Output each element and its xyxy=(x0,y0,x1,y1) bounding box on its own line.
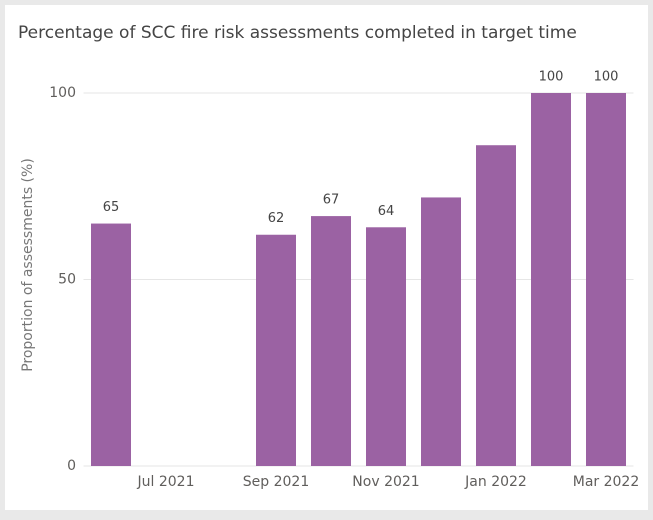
y-tick-label: 50 xyxy=(58,272,76,288)
bar xyxy=(586,93,626,466)
y-axis-label: Proportion of assessments (%) xyxy=(20,158,36,372)
value-label: 67 xyxy=(323,193,340,208)
value-label: 62 xyxy=(268,211,285,226)
chart-title: Percentage of SCC fire risk assessments … xyxy=(18,23,577,43)
x-tick-label: Mar 2022 xyxy=(573,474,640,490)
y-tick-label: 100 xyxy=(49,85,76,101)
bar xyxy=(531,93,571,466)
bar xyxy=(256,234,296,466)
bar xyxy=(311,216,351,466)
x-tick-label: Jan 2022 xyxy=(464,474,527,490)
bar xyxy=(91,223,131,466)
y-tick-label: 0 xyxy=(67,458,76,474)
value-label: 100 xyxy=(539,70,564,85)
value-label: 65 xyxy=(103,200,120,215)
value-label: 64 xyxy=(378,204,395,219)
bar xyxy=(476,145,516,466)
x-tick-label: Nov 2021 xyxy=(352,474,419,490)
bar xyxy=(421,197,461,466)
bar xyxy=(366,227,406,466)
x-tick-label: Sep 2021 xyxy=(243,474,309,490)
value-label: 100 xyxy=(594,70,619,85)
x-tick-label: Jul 2021 xyxy=(137,474,195,490)
